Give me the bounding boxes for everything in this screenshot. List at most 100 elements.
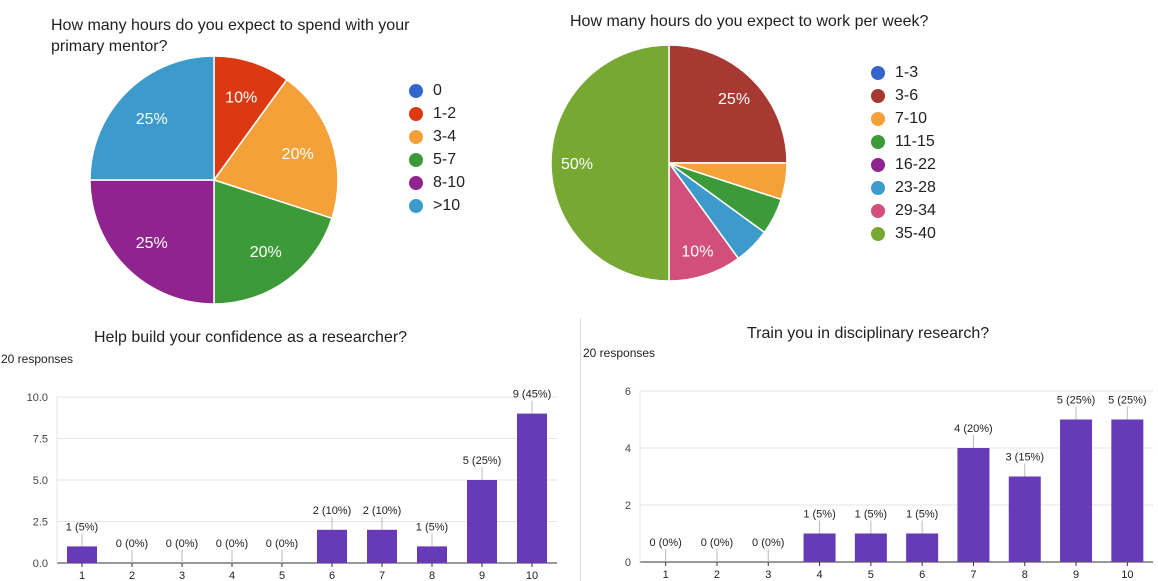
data-label: 1 (5%)	[803, 509, 835, 521]
bar-chart: 0.0 2.5 5.0 7.5 10.0 1 1 (5%) 2 0 (0%) 3 0 (0%) 4 0 …	[27, 389, 557, 581]
data-label: 0 (0%)	[216, 538, 248, 550]
pie-slice-label: 10%	[225, 89, 257, 106]
x-tick-label: 3	[179, 570, 185, 581]
x-tick-label: 9	[479, 570, 485, 581]
chart-title: Train you in disciplinary research?	[747, 325, 990, 342]
legend-label: 11-15	[895, 132, 935, 150]
y-tick-label: 2.5	[33, 517, 48, 529]
legend-item: 3-6	[871, 84, 936, 107]
legend-swatch	[871, 65, 885, 80]
response-count: 20 responses	[1, 352, 74, 366]
bar	[803, 533, 836, 562]
legend-swatch	[409, 198, 423, 213]
legend-item: 23-28	[871, 176, 936, 199]
legend-item: 11-15	[871, 130, 936, 153]
pie-slice	[668, 44, 788, 164]
legend-label: 35-40	[895, 224, 936, 242]
pie-chart: 10% 20% 20% 25% 25%	[89, 55, 339, 305]
legend-label: 1-3	[895, 63, 919, 81]
chart-title-line: How many hours do you expect to spend wi…	[51, 17, 410, 34]
x-tick-label: 4	[816, 569, 822, 581]
legend-swatch	[409, 106, 423, 121]
y-tick-label: 4	[625, 443, 631, 455]
x-tick-label: 8	[429, 570, 435, 581]
data-label: 1 (5%)	[855, 509, 887, 521]
legend-label: 16-22	[895, 155, 936, 173]
data-label: 2 (10%)	[313, 505, 352, 517]
legend-swatch	[871, 180, 885, 195]
pie-slice-label: 25%	[136, 235, 168, 252]
legend-item: 1-2	[409, 102, 465, 125]
data-label: 0 (0%)	[701, 537, 733, 549]
data-label: 5 (25%)	[463, 455, 502, 467]
y-tick-label: 7.5	[33, 434, 48, 446]
legend-swatch	[871, 88, 885, 103]
legend-label: 5-7	[433, 150, 457, 168]
data-label: 1 (5%)	[416, 521, 448, 533]
x-tick-label: 2	[129, 570, 135, 581]
disciplinary-panel: Train you in disciplinary research? 20 r…	[580, 318, 1158, 581]
y-tick-label: 5.0	[33, 475, 48, 487]
x-tick-label: 1	[79, 570, 85, 581]
bar	[906, 533, 939, 562]
legend-label: 29-34	[895, 201, 936, 219]
x-tick-label: 10	[526, 570, 538, 581]
data-label: 1 (5%)	[906, 509, 938, 521]
x-tick-label: 7	[379, 570, 385, 581]
data-label: 2 (10%)	[363, 505, 402, 517]
chart-legend: 0 1-2 3-4 5-7 8-10 >10	[409, 79, 465, 217]
data-label: 5 (25%)	[1108, 395, 1147, 407]
legend-item: 3-4	[409, 125, 465, 148]
x-tick-label: 6	[329, 570, 335, 581]
legend-swatch	[871, 111, 885, 126]
chart-legend: 1-3 3-6 7-10 11-15 16-22 23-28 29-34 35-40	[871, 61, 936, 245]
chart-title-line: primary mentor?	[51, 38, 168, 55]
data-label: 4 (20%)	[954, 423, 993, 435]
legend-item: 29-34	[871, 199, 936, 222]
data-label: 9 (45%)	[513, 389, 552, 401]
pie-slice	[213, 55, 288, 183]
x-tick-label: 7	[970, 569, 976, 581]
y-tick-label: 0.0	[33, 558, 48, 570]
bar	[1111, 419, 1144, 562]
chart-title-line: How many hours do you expect to work per…	[570, 13, 929, 30]
legend-item: 0	[409, 79, 465, 102]
bar	[367, 529, 397, 563]
bar	[467, 480, 497, 563]
x-tick-label: 2	[714, 569, 720, 581]
legend-label: >10	[433, 196, 461, 214]
x-tick-label: 6	[919, 569, 925, 581]
bar	[417, 546, 447, 563]
pie-slice-label: 25%	[136, 111, 168, 128]
bar	[317, 529, 347, 563]
pie-slice-label: 25%	[718, 91, 750, 108]
legend-label: 1-2	[433, 104, 457, 122]
data-label: 0 (0%)	[266, 538, 298, 550]
x-tick-label: 9	[1073, 569, 1079, 581]
data-label: 1 (5%)	[66, 521, 98, 533]
data-label: 0 (0%)	[649, 537, 681, 549]
pie-slice-label: 20%	[282, 146, 314, 163]
data-label: 0 (0%)	[752, 537, 784, 549]
data-label: 5 (25%)	[1057, 395, 1096, 407]
legend-swatch	[409, 175, 423, 190]
bar	[957, 448, 990, 562]
y-tick-label: 6	[625, 386, 631, 398]
confidence-panel: Help build your confidence as a research…	[0, 318, 580, 581]
x-tick-label: 10	[1121, 569, 1133, 581]
pie-slice-label: 20%	[250, 244, 282, 261]
y-tick-label: 2	[625, 500, 631, 512]
pie-chart: 25% 10% 50%	[550, 44, 788, 282]
bar-chart: 0 2 4 6 1 0 (0%) 2 0 (0%) 3 0 (0%) 4 1 (5%) 5 1 (5%) 6…	[625, 386, 1153, 581]
legend-label: 3-4	[433, 127, 457, 145]
legend-swatch	[409, 129, 423, 144]
y-tick-label: 10.0	[27, 392, 48, 404]
x-tick-label: 3	[765, 569, 771, 581]
chart-title: How many hours do you expect to spend wi…	[51, 15, 431, 57]
legend-label: 3-6	[895, 86, 919, 104]
x-tick-label: 1	[663, 569, 669, 581]
data-label: 0 (0%)	[116, 538, 148, 550]
legend-item: 8-10	[409, 171, 465, 194]
legend-item: 7-10	[871, 107, 936, 130]
legend-item: 35-40	[871, 222, 936, 245]
